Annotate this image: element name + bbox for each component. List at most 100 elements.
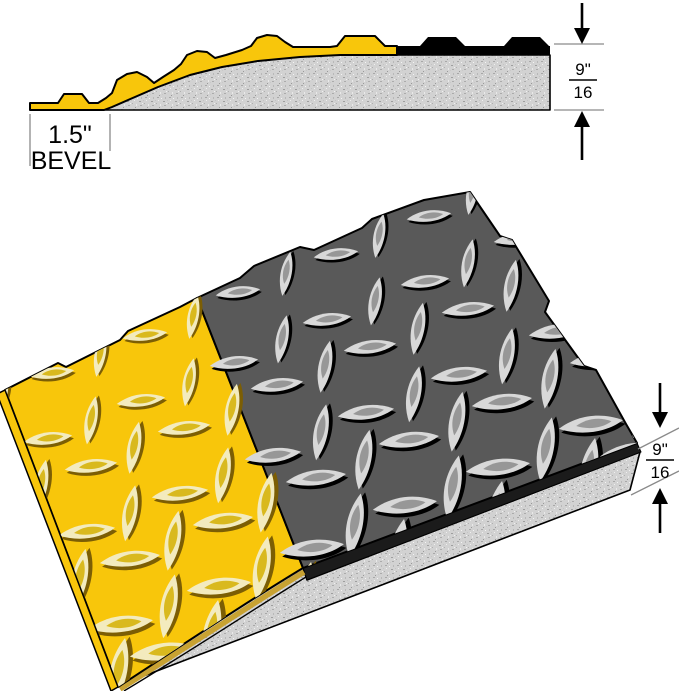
tread-lens: [257, 471, 279, 533]
tread-lens: [250, 377, 306, 395]
tread-lens: [534, 258, 590, 276]
thickness-numerator: 9": [652, 440, 668, 459]
tread-lens: [151, 485, 211, 505]
thickness-arrow-down: [574, 3, 590, 44]
tread-lens: [337, 404, 397, 424]
perspective-view: 9" 16: [0, 165, 679, 691]
tread-lens: [558, 415, 626, 437]
tread-lens: [290, 624, 316, 687]
tread-lens: [192, 512, 256, 533]
tread-lens: [164, 509, 186, 571]
tread-lens: [186, 294, 203, 339]
tread-lens: [302, 313, 353, 329]
tread-lens: [383, 581, 409, 654]
tread-lens: [224, 382, 243, 436]
tread-lens: [355, 428, 377, 490]
tread-lens: [471, 393, 535, 414]
tread-lens: [159, 573, 183, 639]
tread-lens: [285, 469, 349, 490]
bevel-label: BEVEL: [31, 147, 112, 175]
tread-lens: [275, 314, 293, 364]
tread-lens: [461, 238, 479, 288]
cross-thickness-dimension: 9" 16: [554, 3, 604, 160]
tread-lens: [317, 339, 336, 393]
cross-section-view: 1.5" BEVEL 9" 16: [29, 3, 604, 175]
thickness-extension-line-top: [637, 427, 679, 450]
tread-lens: [5, 593, 65, 614]
tread-lens: [279, 251, 296, 296]
cross-yellow-bevel-plate: [29, 34, 398, 111]
tread-lens: [5, 496, 27, 514]
tread-lens: [197, 662, 223, 687]
tread-lens: [345, 492, 369, 558]
bevel-gold-edge: [118, 569, 306, 691]
tread-lens: [5, 433, 9, 482]
tread-lens: [430, 366, 490, 386]
cross-black-plate: [397, 37, 550, 55]
tread-lens: [116, 394, 167, 410]
thickness-denominator: 16: [651, 463, 670, 482]
tread-lens: [36, 685, 105, 687]
tread-lens: [64, 458, 120, 476]
tread-lens: [443, 454, 467, 520]
tread-lens: [252, 535, 276, 601]
tread-lens: [406, 210, 453, 225]
tread-lens: [448, 390, 470, 452]
tread-lens: [99, 550, 163, 571]
tread-lens: [441, 301, 497, 319]
tread-lens: [593, 507, 637, 531]
tread-lens: [313, 248, 360, 263]
tread-lens: [88, 615, 156, 637]
tread-lens: [312, 403, 333, 461]
tread-lens: [58, 523, 118, 543]
thickness-arrow-up: [574, 111, 590, 160]
tread-lens: [343, 339, 399, 357]
perspective-thickness-dimension: 9" 16: [630, 383, 679, 533]
tread-lens: [182, 357, 200, 407]
thickness-arrow-up: [652, 488, 668, 533]
tread-lens: [372, 213, 389, 258]
tread-lens: [372, 496, 440, 518]
tread-lens: [400, 275, 451, 291]
tread-lens: [186, 577, 254, 599]
tread-lens: [121, 484, 142, 542]
thickness-arrow-down: [652, 383, 668, 428]
tread-lens: [574, 505, 600, 578]
tread-lens: [503, 258, 522, 312]
tread-lens: [368, 276, 386, 326]
tread-lens: [499, 165, 546, 184]
thickness-denominator: 16: [574, 83, 593, 102]
tread-lens: [216, 669, 292, 687]
thickness-extension-line-bottom: [630, 470, 679, 496]
tread-lens: [23, 432, 74, 448]
tread-lens: [476, 543, 502, 616]
tread-lens: [214, 446, 235, 504]
tread-lens: [109, 636, 133, 687]
bevel-gold-edge-underline: [123, 576, 307, 691]
tread-lens: [407, 588, 483, 612]
tread-lens: [126, 420, 145, 474]
tread-lens: [314, 631, 390, 655]
tread-lens: [378, 431, 442, 452]
tread-lens: [536, 416, 560, 482]
tread-lens: [157, 420, 213, 438]
tread-lens: [405, 365, 426, 423]
tread-lens: [279, 539, 347, 561]
tread-lens: [410, 301, 429, 355]
tread-lens: [554, 195, 572, 245]
tread-lens: [215, 286, 262, 301]
tread-lens: [541, 347, 563, 409]
mat-left-edge-strip: [0, 389, 119, 691]
tread-lens: [591, 284, 612, 342]
bevel-width-label: 1.5": [48, 121, 92, 149]
tread-lens: [498, 327, 519, 385]
tread-lens: [84, 395, 102, 445]
thickness-numerator: 9": [575, 60, 591, 79]
bevel-dimension: 1.5" BEVEL: [29, 114, 112, 175]
tread-lens: [122, 329, 169, 344]
tread-lens: [28, 527, 49, 585]
tread-lens: [465, 458, 533, 480]
tread-lens: [29, 367, 76, 382]
